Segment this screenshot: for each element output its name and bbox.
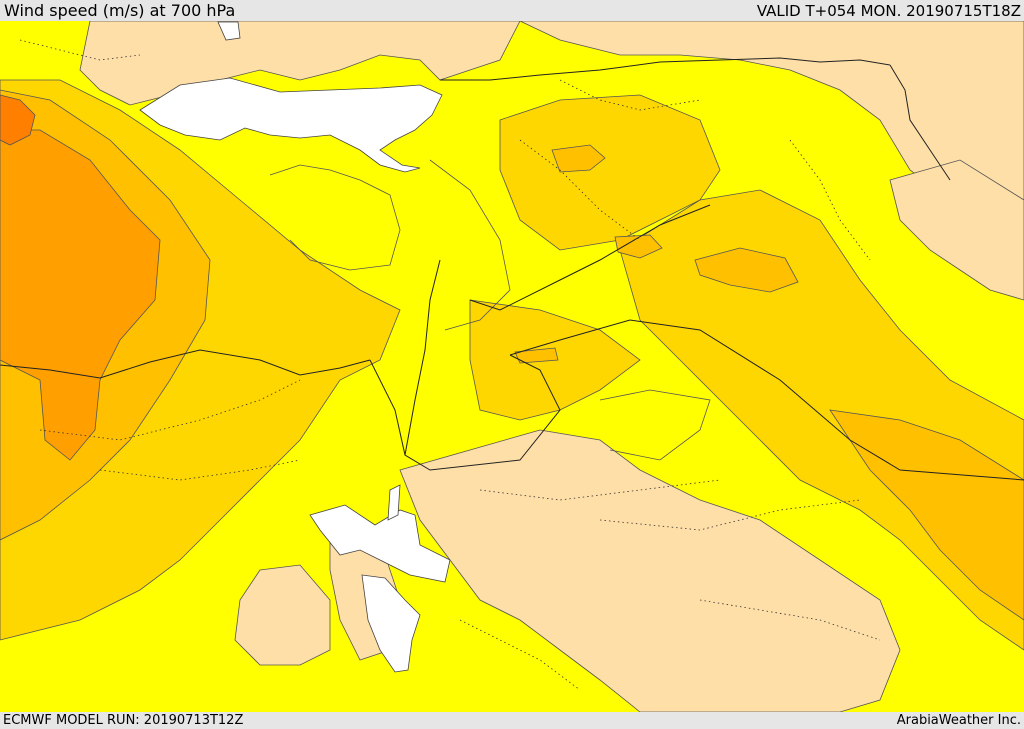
calm-area-egypt-south <box>234 564 331 666</box>
speed-band-dark-orange <box>0 129 161 461</box>
border-egypt-libya <box>0 349 371 379</box>
border-syria-iraq <box>469 204 711 311</box>
model-run: ECMWF MODEL RUN: 20190713T12Z <box>3 713 244 728</box>
sea-black-sea <box>139 77 443 173</box>
border-jordan-saudi <box>509 319 1024 481</box>
speed-band-light-orange-iraq <box>619 189 1024 651</box>
calm-area-iran-south <box>889 159 1024 301</box>
speed-patch-orange-1 <box>694 247 799 293</box>
border-sinai <box>369 354 561 471</box>
border-israel <box>404 259 441 456</box>
dotted-boundaries <box>19 39 881 691</box>
contour-line-2 <box>429 159 511 331</box>
sea-red-sea-south <box>361 574 421 673</box>
border-iran-iraq <box>889 64 951 181</box>
wind-speed-map <box>0 21 1024 712</box>
sea-caspian-bit <box>217 21 241 41</box>
sea-gulf-of-aqaba <box>387 484 401 521</box>
footer-bar: ECMWF MODEL RUN: 20190713T12Z ArabiaWeat… <box>0 712 1024 729</box>
speed-patch-orange-2 <box>551 144 606 173</box>
map-canvas <box>0 21 1024 712</box>
speed-band-light-orange-east <box>499 94 721 251</box>
sea-red-sea-north <box>309 504 451 583</box>
valid-time: VALID T+054 MON. 20190715T18Z <box>756 2 1021 20</box>
credit-text: ArabiaWeather Inc. <box>896 713 1021 728</box>
contour-line-1 <box>269 164 401 271</box>
speed-band-red-orange <box>0 94 36 146</box>
border-turkey-syria <box>440 57 891 81</box>
calm-area-arabia <box>399 429 901 712</box>
map-title: Wind speed (m/s) at 700 hPa <box>4 1 236 20</box>
contour-line-3 <box>599 389 711 461</box>
speed-band-orange-east <box>829 409 1024 621</box>
header-bar: Wind speed (m/s) at 700 hPa VALID T+054 … <box>0 0 1024 21</box>
